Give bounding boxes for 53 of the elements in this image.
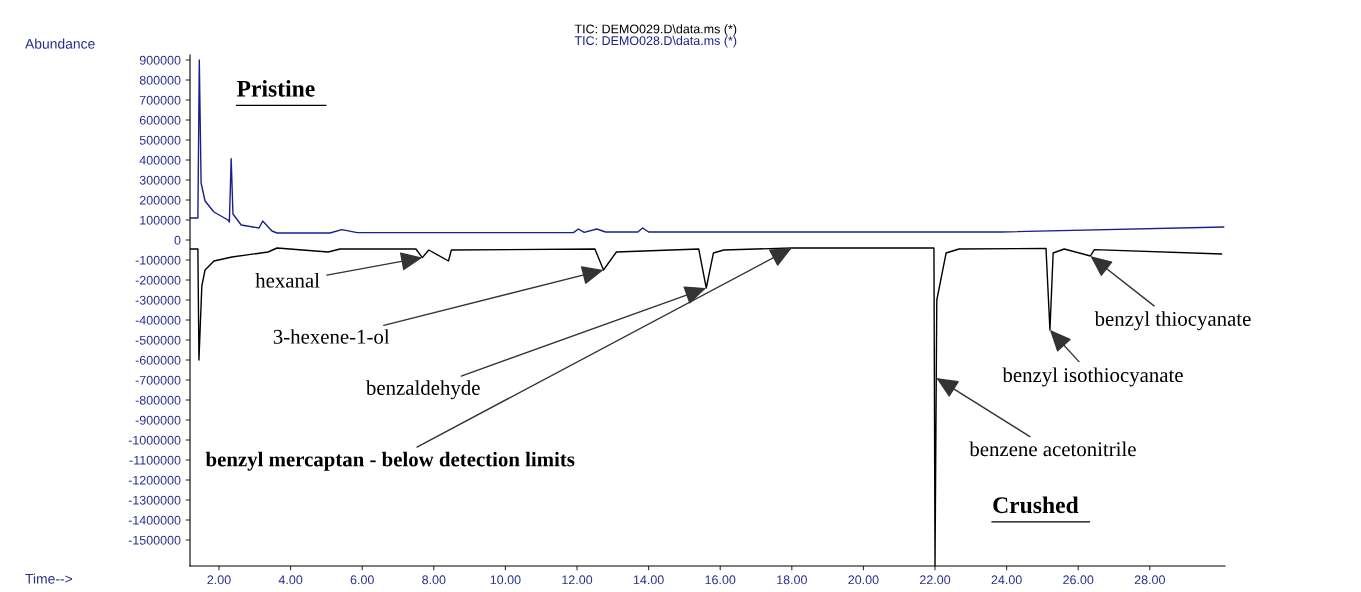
y-tick-label: 300000 bbox=[139, 175, 181, 185]
x-tick-label: 16.00 bbox=[705, 575, 736, 585]
x-axis-title: Time--> bbox=[25, 573, 73, 584]
x-tick-label: 26.00 bbox=[1063, 575, 1094, 585]
y-tick-label: -400000 bbox=[135, 315, 181, 325]
y-tick-label: 900000 bbox=[139, 55, 181, 65]
text: TIC: DEMO028.D\data.ms (*) bbox=[574, 35, 737, 48]
x-tick-label: 14.00 bbox=[633, 575, 664, 585]
line-series bbox=[190, 59, 1225, 234]
y-tick-label: -300000 bbox=[135, 295, 181, 305]
x-tick-label: 8.00 bbox=[422, 575, 446, 585]
y-tick-label: -1100000 bbox=[129, 455, 181, 465]
x-tick-label: 4.00 bbox=[278, 575, 303, 585]
y-tick-label: -200000 bbox=[135, 275, 181, 285]
annotation: Pristine bbox=[236, 80, 315, 97]
x-tick-label: 22.00 bbox=[920, 575, 951, 585]
annotation: Crushed bbox=[993, 496, 1079, 514]
y-tick-label: 0 bbox=[174, 235, 181, 245]
annotation: benzene acetonitrile bbox=[969, 441, 1136, 457]
x-tick-label: 28.00 bbox=[1134, 575, 1165, 585]
y-tick-label: 200000 bbox=[139, 195, 181, 205]
y-tick-label: 100000 bbox=[140, 215, 181, 225]
x-tick-label: 6.00 bbox=[350, 575, 374, 585]
y-tick-label: 400000 bbox=[139, 155, 181, 165]
x-tick-label: 18.00 bbox=[777, 575, 807, 585]
y-tick-label: -600000 bbox=[135, 355, 181, 365]
x-tick-label: 10.00 bbox=[490, 575, 521, 585]
y-tick-label: -900000 bbox=[135, 415, 181, 425]
text: TIC: DEMO029.D\data.ms (*) bbox=[574, 24, 737, 36]
y-tick-label: -100000 bbox=[135, 255, 181, 265]
annotation: benzyl isothiocyanate bbox=[1002, 367, 1183, 387]
y-tick-label: -800000 bbox=[135, 395, 181, 405]
y-tick-label: -1500000 bbox=[128, 535, 181, 545]
annotation: benzyl mercaptan - below detection limits bbox=[205, 451, 575, 471]
y-tick-label: -1300000 bbox=[128, 495, 181, 505]
x-tick-label: 20.00 bbox=[848, 575, 879, 585]
x-tick-label: 2.00 bbox=[207, 575, 231, 585]
x-tick-label: 12.00 bbox=[562, 575, 593, 585]
annotation: 3-hexene-1-ol bbox=[273, 329, 390, 344]
y-tick-label: 800000 bbox=[139, 75, 181, 85]
y-tick-label: -700000 bbox=[135, 375, 181, 385]
y-tick-label: -1400000 bbox=[128, 515, 181, 525]
y-axis-title: Abundance bbox=[25, 38, 95, 49]
y-tick-label: -500000 bbox=[135, 335, 181, 345]
y-tick-label: -1000000 bbox=[128, 435, 181, 445]
annotation: benzaldehyde bbox=[365, 380, 480, 400]
y-tick-label: -1200000 bbox=[128, 475, 181, 485]
annotation: benzyl thiocyanate bbox=[1094, 311, 1251, 331]
annotation: hexanal bbox=[255, 272, 320, 288]
y-tick-label: 500000 bbox=[139, 135, 181, 145]
y-tick-label: 600000 bbox=[139, 115, 181, 125]
x-tick-label: 24.00 bbox=[991, 575, 1022, 585]
y-tick-label: 700000 bbox=[139, 95, 181, 105]
